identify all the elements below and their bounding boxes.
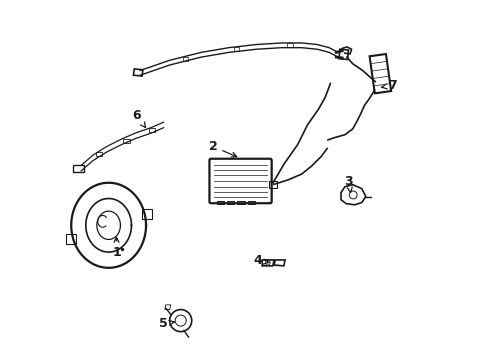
Text: 5: 5 xyxy=(159,317,174,330)
Text: 1: 1 xyxy=(112,237,121,259)
Text: 3: 3 xyxy=(344,175,352,192)
Text: 7: 7 xyxy=(381,79,396,92)
Text: 2: 2 xyxy=(208,140,236,157)
Text: 6: 6 xyxy=(132,108,145,127)
Text: 4: 4 xyxy=(253,254,268,267)
